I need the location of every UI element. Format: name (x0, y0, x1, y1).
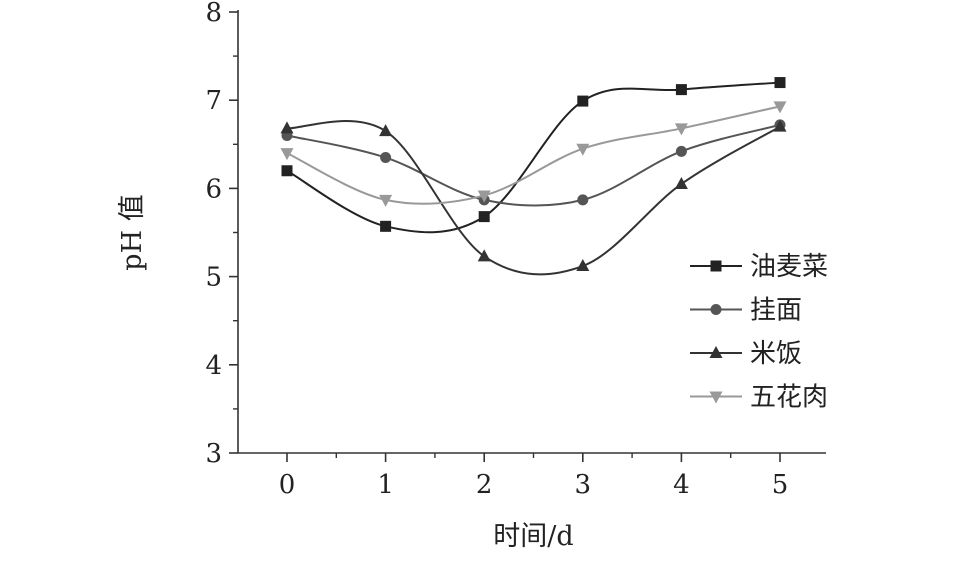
y-tick-label: 6 (205, 174, 222, 204)
axes (237, 10, 826, 454)
data-point (576, 143, 590, 156)
series-layer (280, 77, 787, 276)
data-point (774, 77, 786, 89)
legend-item: 米饭 (690, 339, 802, 369)
x-axis-title: 时间/d (493, 521, 573, 552)
y-tick-label: 7 (205, 86, 222, 116)
x-tick-label: 2 (476, 470, 493, 500)
x-tick-label: 1 (377, 470, 394, 500)
data-point (380, 220, 392, 232)
data-point (280, 148, 294, 161)
data-point (280, 121, 294, 134)
data-point (675, 84, 687, 96)
legend-label: 挂面 (750, 296, 802, 326)
data-point (773, 101, 787, 114)
data-point (674, 176, 688, 189)
x-ticks: 0 1 2 3 4 5 (279, 453, 789, 500)
data-point (281, 165, 293, 177)
legend-item: 挂面 (690, 296, 802, 326)
y-tick-label: 8 (205, 0, 222, 28)
data-point (478, 211, 490, 223)
series-1 (281, 119, 786, 207)
y-tick-label: 3 (205, 439, 222, 469)
data-point (773, 119, 787, 132)
series-line (286, 123, 781, 207)
series-3 (280, 101, 787, 207)
legend-item: 五花肉 (690, 383, 828, 413)
y-ticks: 3 4 5 6 7 8 (205, 0, 238, 469)
legend-label: 油麦菜 (750, 252, 828, 282)
x-tick-label: 5 (772, 470, 789, 500)
legend-marker (710, 260, 722, 272)
x-tick-label: 4 (673, 470, 690, 500)
data-point (380, 152, 392, 164)
y-axis-title: pH 值 (117, 194, 148, 270)
series-line (286, 119, 781, 276)
legend-label: 五花肉 (750, 383, 828, 413)
y-tick-label: 4 (205, 351, 222, 381)
y-tick-label: 5 (205, 263, 222, 293)
x-tick-label: 3 (575, 470, 592, 500)
series-2 (280, 119, 787, 276)
series-line (286, 105, 781, 205)
data-point (577, 194, 589, 206)
legend-label: 米饭 (750, 339, 802, 369)
data-point (379, 194, 393, 207)
series-0 (281, 77, 786, 234)
data-point (577, 95, 589, 107)
data-point (477, 249, 491, 262)
data-point (379, 124, 393, 137)
legend-marker (709, 346, 723, 358)
legend-marker (710, 304, 722, 315)
legend-marker (709, 391, 723, 404)
series-line (286, 81, 781, 234)
data-point (675, 145, 687, 157)
x-tick-label: 0 (279, 470, 296, 500)
data-point (674, 123, 688, 136)
data-point (477, 190, 491, 203)
legend-item: 油麦菜 (690, 252, 828, 282)
data-point (576, 259, 590, 272)
